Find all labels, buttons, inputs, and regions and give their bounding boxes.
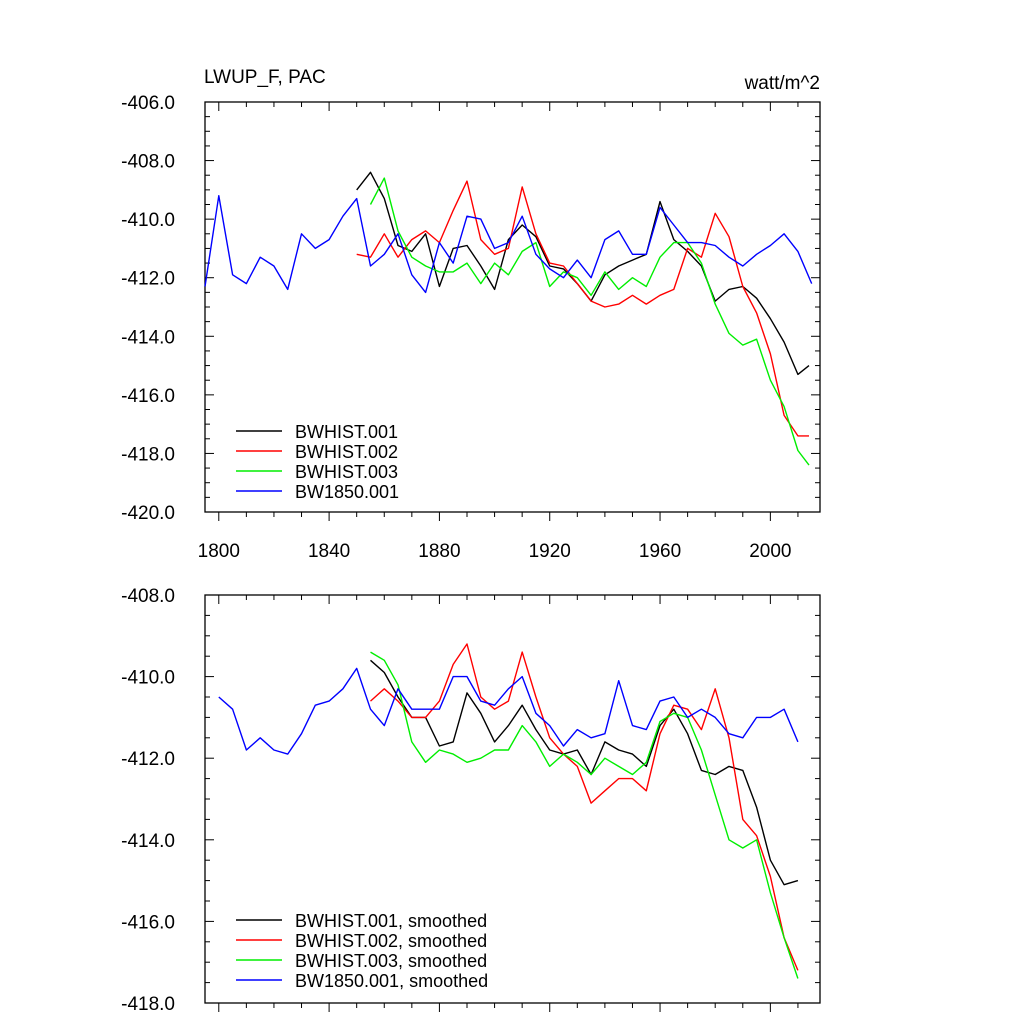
y-tick-label: -408.0: [121, 586, 175, 607]
legend-label: BWHIST.001: [295, 422, 398, 442]
y-tick-label: -406.0: [121, 93, 175, 114]
series-line: [356, 180, 809, 437]
y-tick-label: -416.0: [121, 386, 175, 407]
x-tick-label: 1840: [308, 541, 350, 562]
series-line: [370, 643, 799, 971]
series-line: [218, 667, 799, 755]
bottom-panel-smoothed: -408.0 -410.0 -412.0 -414.0 -416.0 -418.0 BWHI…: [121, 586, 821, 1015]
y-tick-label: -412.0: [121, 269, 175, 290]
top-panel-raw: LWUP_F, PAC watt/m^2 -406.0 -408.0 -410.0 -…: [121, 67, 821, 562]
legend-label: BWHIST.003: [295, 462, 398, 482]
chart-title: LWUP_F, PAC: [204, 67, 326, 88]
series-line: [369, 177, 810, 466]
y-tick-label: -408.0: [121, 152, 175, 173]
y-tick-label: -420.0: [121, 503, 175, 524]
y-tick-label: -410.0: [121, 668, 175, 689]
y-tick-label: -416.0: [121, 912, 175, 933]
y-tick-label: -414.0: [121, 831, 175, 852]
x-tick-label: 2000: [749, 541, 791, 562]
y-tick-label: -418.0: [121, 444, 175, 465]
x-tick-label: 1880: [418, 541, 460, 562]
x-tick-label: 1920: [529, 541, 571, 562]
series-line: [370, 659, 799, 886]
y-tick-label: -418.0: [121, 994, 175, 1015]
legend-label: BWHIST.001, smoothed: [295, 911, 487, 931]
x-tick-label: 1960: [639, 541, 681, 562]
legend-label: BWHIST.002, smoothed: [295, 931, 487, 951]
x-tick-label: 1800: [198, 541, 240, 562]
series-line: [370, 651, 799, 979]
y-tick-label: -414.0: [121, 327, 175, 348]
legend-label: BWHIST.003, smoothed: [295, 951, 487, 971]
series-line: [204, 194, 813, 294]
legend-label: BW1850.001: [295, 482, 399, 502]
legend-label: BWHIST.002: [295, 442, 398, 462]
units-label: watt/m^2: [744, 73, 820, 94]
legend-label: BW1850.001, smoothed: [295, 971, 488, 991]
y-tick-label: -412.0: [121, 749, 175, 770]
y-tick-label: -410.0: [121, 210, 175, 231]
